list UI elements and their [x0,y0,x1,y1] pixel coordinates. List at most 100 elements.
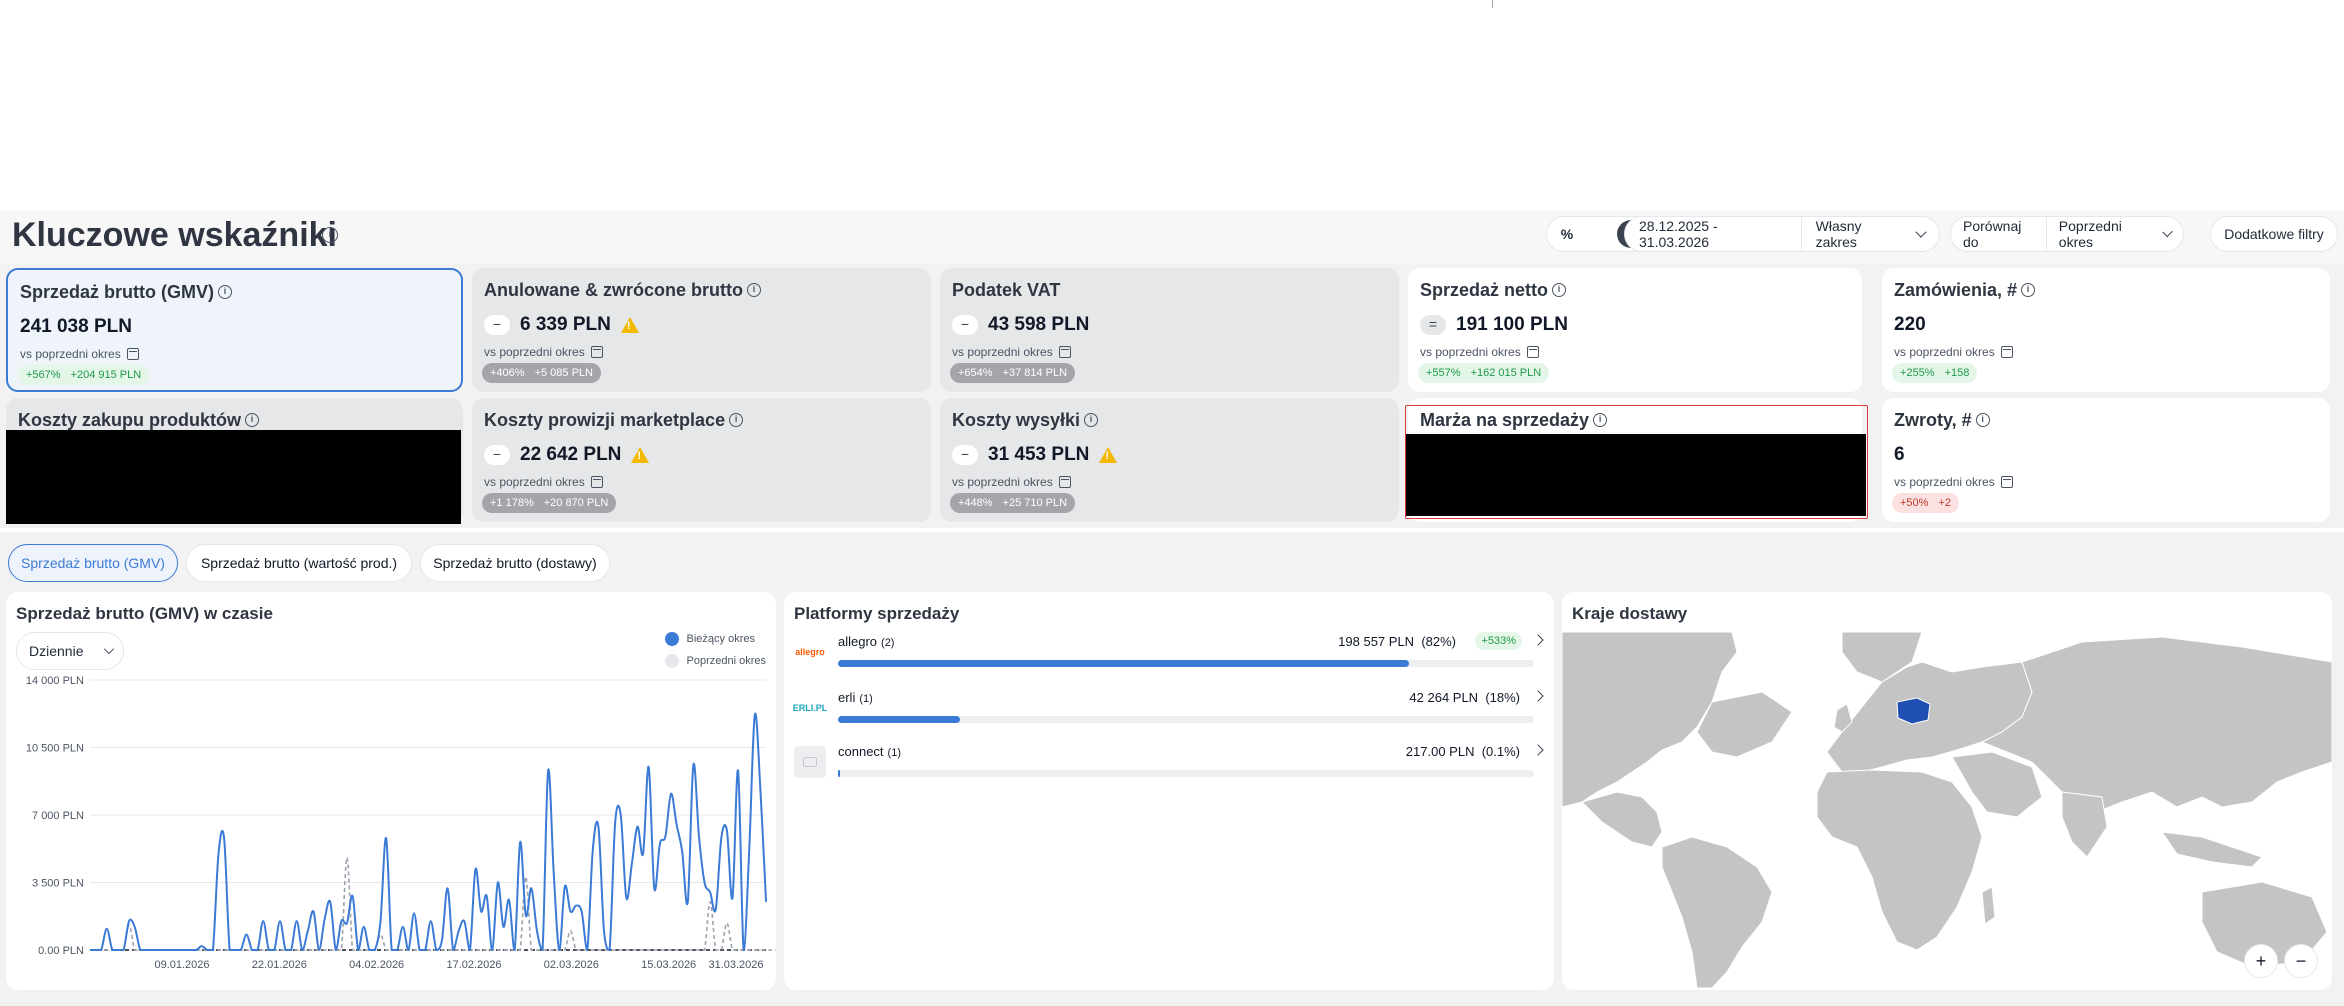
chevron-down-icon [2161,226,2173,238]
kpi-card-returns[interactable]: Zwroty, # i 6 vs poprzedni okres +50% +2 [1882,398,2330,522]
map-central-america [1581,791,1663,848]
info-icon[interactable]: i [245,412,260,427]
tab-gmv[interactable]: Sprzedaż brutto (GMV) [8,544,178,582]
warning-icon [620,317,639,333]
platform-name: erli [838,690,856,705]
legend-previous[interactable]: Poprzedni okres [664,654,766,668]
delivery-countries-panel: Kraje dostawy [1562,592,2332,990]
platforms-panel: Platformy sprzedaży allegro allegro (2) 1… [784,592,1554,990]
kpi-card-cancelled[interactable]: Anulowane & zwrócone brutto i −6 339 PLN … [472,268,931,392]
info-icon[interactable]: i [1552,282,1567,297]
info-icon[interactable]: i [218,284,232,299]
kpi-card-orders[interactable]: Zamówienia, # i 220 vs poprzedni okres +2… [1882,268,2330,392]
chevron-right-icon[interactable] [1532,634,1544,646]
y-tick-label: 7 000 PLN [32,810,84,822]
compare-select[interactable]: Porównaj do Poprzedni okres [1950,216,2184,252]
legend-dot [664,632,679,646]
kpi-compare-label: vs poprzedni okres [952,475,1071,489]
y-tick-label: 3 500 PLN [32,878,84,890]
x-tick-label: 04.02.2026 [349,959,404,971]
warning-icon [631,447,650,463]
chevron-right-icon[interactable] [1532,744,1544,756]
kpi-value: −31 453 PLN [952,444,1118,466]
zoom-in-button[interactable]: + [2244,944,2278,978]
kpi-compare-label: vs poprzedni okres [1894,345,2013,359]
x-tick-label: 09.01.2026 [154,959,209,971]
kpi-title: Marża na sprzedaży i [1420,410,1608,431]
platform-value: 198 557 PLN [1338,634,1415,649]
delivery-title: Kraje dostawy [1572,604,1688,623]
kpi-compare-label: vs poprzedni okres [484,345,603,359]
granularity-select[interactable]: Dziennie [16,632,124,670]
kpi-change-badge: +406% +5 085 PLN [482,363,601,383]
range-type-label: Własny zakres [1815,218,1862,250]
date-range-picker[interactable]: 28.12.2025 - 31.03.2026 Własny zakres [1624,216,1940,252]
kpi-change-badge: +50% +2 [1892,493,1959,513]
erli-logo: ERLI.PL [792,703,828,713]
minus-sign: − [484,315,510,335]
granularity-value: Dziennie [29,643,84,659]
info-icon[interactable]: i [1975,412,1990,427]
map-madagascar [1981,886,1996,925]
platform-name: allegro [838,634,878,649]
percent-toggle[interactable]: % [1560,226,1574,242]
chevron-right-icon[interactable] [1532,690,1544,702]
info-icon[interactable]: i [1084,412,1099,427]
platform-value: 42 264 PLN [1409,690,1479,705]
kpi-compare-label: vs poprzedni okres [1420,345,1539,359]
map-uk [1833,703,1853,733]
kpi-change-badge: +567% +204 915 PLN [18,365,150,385]
info-icon[interactable]: i [729,412,744,427]
kpi-compare-label: vs poprzedni okres [484,475,603,489]
kpi-value: −43 598 PLN [952,314,1089,336]
compare-value-select[interactable]: Poprzedni okres [2047,217,2183,251]
title-info-icon[interactable]: i [322,226,338,244]
map-south-america [1661,836,1773,988]
platform-row-connect[interactable]: connect (1) 217.00 PLN (0.1%) [794,740,1544,790]
kpi-title: Koszty wysyłki i [952,410,1099,431]
platform-share-bar [838,660,1534,667]
kpi-value: 241 038 PLN [20,316,132,337]
legend-current[interactable]: Bieżący okres [664,632,767,646]
kpi-card-gmv[interactable]: Sprzedaż brutto (GMV) i 241 038 PLN vs po… [6,268,463,392]
info-icon[interactable]: i [1593,412,1608,427]
x-tick-label: 17.02.2026 [446,959,501,971]
kpi-compare-label: vs poprzedni okres [952,345,1071,359]
x-tick-label: 22.01.2026 [252,959,307,971]
kpi-compare-label: vs poprzedni okres [20,347,139,361]
gmv-chart-panel: Sprzedaż brutto (GMV) w czasie Dziennie … [6,592,776,990]
info-icon[interactable]: i [2021,282,2036,297]
platform-count: (1) [859,693,873,705]
zoom-out-button[interactable]: − [2284,944,2318,978]
platform-share: (82%) [1421,634,1456,649]
warning-icon [1099,447,1118,463]
platform-row-allegro[interactable]: allegro allegro (2) 198 557 PLN (82%) +53… [794,630,1544,680]
minus-sign: − [952,315,978,335]
calendar-icon [590,476,603,488]
highlight-frame [1405,405,1868,519]
extra-filters-button[interactable]: Dodatkowe filtry [2210,216,2338,252]
kpi-title: Anulowane & zwrócone brutto i [484,280,761,301]
platform-share-fill [838,770,841,777]
gmv-line-chart: 14 000 PLN 10 500 PLN 7 000 PLN 3 500 PLN 0.… [26,675,776,971]
kpi-card-net[interactable]: Sprzedaż netto i = 191 100 PLN vs poprzedn… [1408,268,1862,392]
info-icon[interactable]: i [747,282,761,297]
world-map-svg [1562,632,2332,988]
series-line-current [90,712,767,952]
kpi-title: Koszty prowizji marketplace i [484,410,744,431]
date-range-value[interactable]: 28.12.2025 - 31.03.2026 [1639,218,1718,250]
tab-gmv-shipping[interactable]: Sprzedaż brutto (dostawy) [420,544,610,582]
map-india [2061,791,2108,858]
platform-row-erli[interactable]: ERLI.PL erli (1) 42 264 PLN (18%) [792,686,1544,736]
chart-title: Sprzedaż brutto (GMV) w czasie [16,604,273,623]
kpi-card-vat[interactable]: Podatek VAT −43 598 PLN vs poprzedni okr… [940,268,1399,392]
redacted-area [6,430,461,524]
range-type-select[interactable]: Własny zakres [1802,217,1939,251]
kpi-card-commission[interactable]: Koszty prowizji marketplace i −22 642 PLN… [472,398,931,522]
platform-share-fill [838,660,1409,667]
chart-legend: Bieżący okres Poprzedni okres [664,632,767,676]
platform-count: (1) [887,747,901,759]
tab-gmv-products[interactable]: Sprzedaż brutto (wartość prod.) [186,544,412,582]
world-map[interactable] [1562,632,2332,988]
